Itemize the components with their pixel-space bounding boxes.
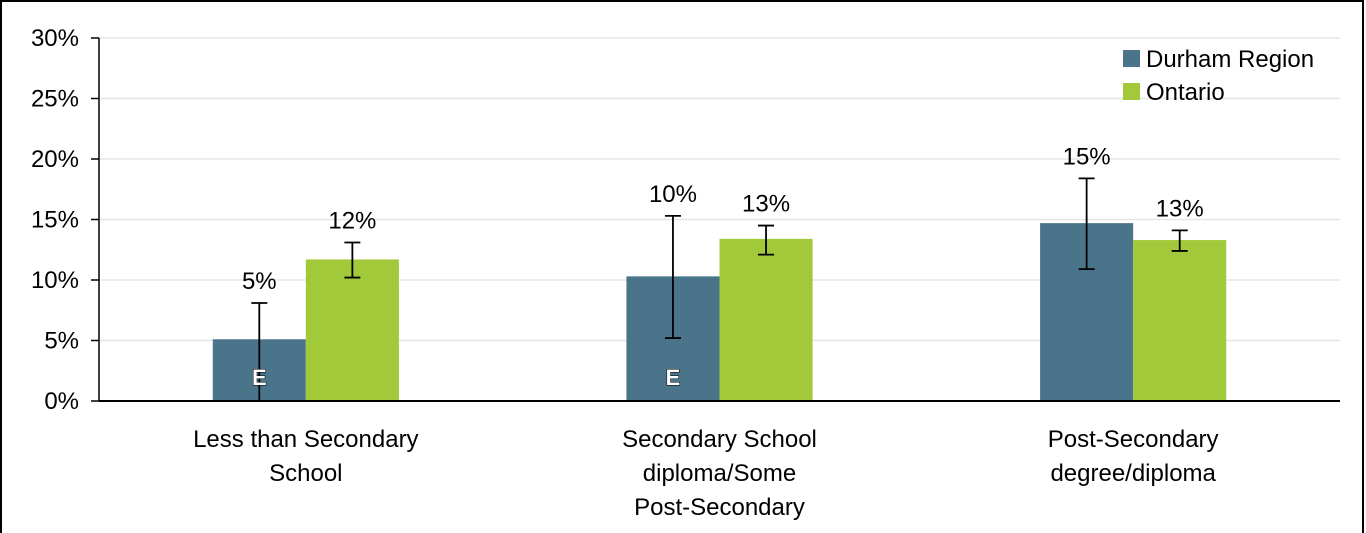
bar-ontario <box>305 259 399 401</box>
y-tick-label: 15% <box>31 207 79 234</box>
data-label: 13% <box>1156 195 1204 222</box>
error-bars <box>251 177 1188 401</box>
y-tick-label: 0% <box>44 388 79 415</box>
x-category-label: Post-Secondary <box>634 494 805 521</box>
y-tick-label: 10% <box>31 267 79 294</box>
data-label: 5% <box>242 268 277 295</box>
x-category-label: degree/diploma <box>1050 460 1216 487</box>
y-axis: 0% 5% 10% 15% 20% 25% 30% <box>31 25 100 415</box>
bar-ontario <box>719 238 813 401</box>
y-tick-label: 30% <box>31 25 79 52</box>
estimate-flag: E <box>666 365 681 390</box>
legend-swatch-durham <box>1123 50 1140 67</box>
bar-ontario <box>1133 240 1227 401</box>
legend-swatch-ontario <box>1123 83 1140 100</box>
estimate-flag: E <box>252 365 267 390</box>
data-label: 10% <box>649 181 697 208</box>
legend-label: Ontario <box>1146 79 1225 106</box>
y-tick-label: 5% <box>44 328 79 355</box>
x-axis: Less than Secondary School Secondary Schoo… <box>99 400 1340 521</box>
y-tick-label: 25% <box>31 86 79 113</box>
data-label: 13% <box>742 191 790 218</box>
bars <box>212 223 1227 401</box>
x-category-label: Secondary School <box>622 426 817 453</box>
y-tick-label: 20% <box>31 146 79 173</box>
x-category-label: School <box>269 460 342 487</box>
x-category-label: diploma/Some <box>643 460 796 487</box>
x-category-label: Post-Secondary <box>1048 426 1219 453</box>
legend-label: Durham Region <box>1146 46 1314 73</box>
legend: Durham Region Ontario <box>1123 46 1314 106</box>
x-category-label: Less than Secondary <box>193 426 418 453</box>
data-label: 12% <box>328 207 376 234</box>
data-label: 15% <box>1063 143 1111 170</box>
data-labels: 5% E 10% E 15% 12% 13% 13% <box>242 143 1204 390</box>
